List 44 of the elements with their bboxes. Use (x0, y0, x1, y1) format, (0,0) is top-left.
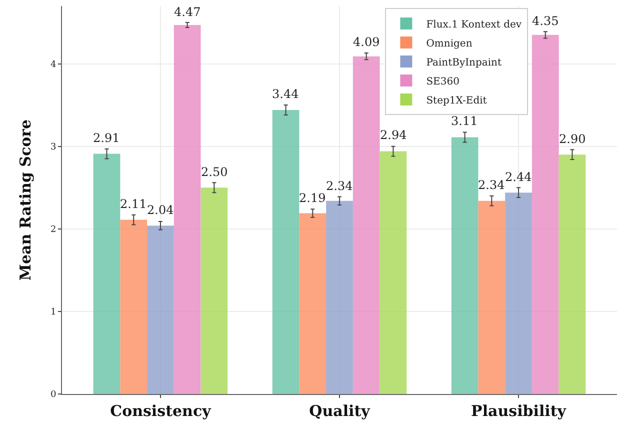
data-label: 2.91 (93, 131, 120, 145)
y-axis-title: Mean Rating Score (16, 119, 35, 281)
data-label: 2.19 (299, 191, 326, 205)
x-tick-label: Plausibility (471, 402, 568, 420)
bar (200, 188, 228, 394)
data-label: 2.34 (478, 178, 506, 192)
y-tick-label: 4 (50, 60, 56, 70)
y-tick-label: 1 (50, 308, 56, 318)
bar (147, 226, 174, 394)
data-label: 4.09 (353, 35, 380, 49)
bar (174, 24, 201, 394)
data-label: 2.50 (201, 165, 228, 179)
bar (451, 137, 478, 394)
data-label: 4.47 (174, 5, 201, 19)
data-label: 2.90 (559, 132, 586, 146)
data-label: 3.44 (272, 87, 300, 101)
data-label: 2.04 (147, 203, 174, 217)
bar (93, 154, 120, 394)
data-label: 2.11 (120, 197, 147, 211)
bar (326, 200, 353, 394)
bar (380, 151, 407, 394)
x-tick-label: Consistency (110, 402, 212, 420)
data-label: 2.44 (505, 170, 532, 184)
bar (352, 56, 380, 394)
bar (478, 200, 506, 394)
bar (299, 213, 326, 394)
y-tick-label: 0 (50, 390, 56, 400)
bar (558, 154, 586, 394)
legend-label: SE360 (426, 76, 460, 88)
legend-label: Omnigen (426, 38, 473, 50)
bar (505, 192, 532, 394)
y-tick-label: 3 (50, 142, 56, 152)
x-tick-label: Quality (309, 402, 372, 420)
legend-label: Step1X-Edit (426, 95, 487, 106)
data-label: 4.35 (532, 14, 559, 28)
legend-label: Flux.1 Kontext dev (426, 19, 522, 30)
legend-label: PaintByInpaint (426, 57, 502, 68)
data-label: 3.11 (451, 114, 478, 128)
bar (120, 220, 148, 394)
bar (532, 34, 559, 394)
data-label: 2.94 (380, 128, 408, 142)
y-tick-label: 2 (50, 225, 56, 236)
data-label: 2.34 (326, 179, 354, 193)
bar (272, 110, 300, 394)
